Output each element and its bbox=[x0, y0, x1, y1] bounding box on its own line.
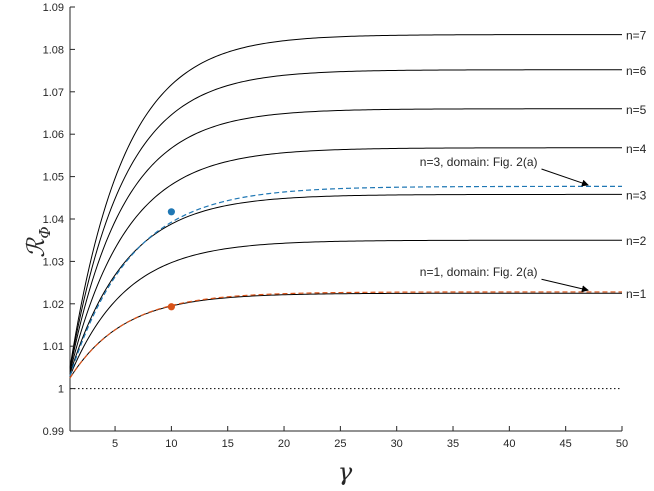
series-n2-label: n=2 bbox=[626, 234, 647, 248]
series-n6-line bbox=[69, 69, 622, 369]
y-tick-label: 1.07 bbox=[43, 87, 64, 99]
series-n2-line bbox=[69, 239, 622, 377]
y-tick-label: 1.02 bbox=[43, 299, 64, 311]
series-n1-label: n=1 bbox=[626, 287, 647, 301]
annotation-2-arrow bbox=[541, 278, 589, 293]
markers bbox=[167, 208, 175, 311]
x-tick-label: 35 bbox=[447, 438, 459, 450]
annotation-2-text: n=1, domain: Fig. 2(a) bbox=[420, 265, 538, 279]
series-n4-label: n=4 bbox=[626, 142, 647, 156]
x-tick-label: 25 bbox=[334, 438, 346, 450]
y-tick-label: 1.04 bbox=[43, 214, 64, 226]
y-tick-label: 0.99 bbox=[43, 426, 64, 438]
x-tick-label: 45 bbox=[560, 438, 572, 450]
y-tick-label: 1.08 bbox=[43, 44, 64, 56]
y-tick-label: 1 bbox=[58, 384, 64, 396]
marker-1 bbox=[167, 208, 175, 216]
x-tick-label: 10 bbox=[165, 438, 177, 450]
x-tick-label: 30 bbox=[391, 438, 403, 450]
x-tick-label: 40 bbox=[503, 438, 515, 450]
x-tick-label: 20 bbox=[278, 438, 290, 450]
y-axis-label: ℛΦ bbox=[22, 226, 54, 257]
curve-labels: n=1 n=2 n=3 n=4 n=5 n=6 n=7 bbox=[626, 29, 647, 302]
series-n7-label: n=7 bbox=[626, 29, 647, 43]
curves bbox=[69, 34, 622, 379]
annotation-1-text: n=3, domain: Fig. 2(a) bbox=[420, 155, 538, 169]
series-n3-line bbox=[69, 193, 622, 374]
y-tick-label: 1.03 bbox=[43, 256, 64, 268]
y-tick-label: 1.06 bbox=[43, 129, 64, 141]
dashed-curves bbox=[69, 185, 622, 379]
marker-2 bbox=[167, 303, 175, 311]
y-tick-label: 1.05 bbox=[43, 172, 64, 184]
series-n1-line bbox=[69, 292, 622, 379]
series-n3-label: n=3 bbox=[626, 188, 647, 202]
x-tick-label: 5 bbox=[112, 438, 118, 450]
dashed-series-1-line bbox=[69, 185, 622, 377]
annotation-1-arrow bbox=[541, 168, 589, 187]
series-n4-line bbox=[69, 147, 622, 372]
y-axis-label-main: ℛ bbox=[22, 237, 50, 258]
series-n5-label: n=5 bbox=[626, 103, 647, 117]
series-n7-line bbox=[69, 34, 622, 368]
annotations: n=3, domain: Fig. 2(a) n=1, domain: Fig. … bbox=[420, 155, 589, 293]
x-axis-label: γ bbox=[338, 458, 353, 486]
y-tick-label: 1.01 bbox=[43, 341, 64, 353]
x-tick-label: 50 bbox=[616, 438, 628, 450]
axes-frame bbox=[69, 7, 622, 432]
series-n6-label: n=6 bbox=[626, 64, 647, 78]
dashed-series-2-line bbox=[69, 291, 622, 379]
y-axis-label-subscript: Φ bbox=[36, 226, 54, 238]
x-tick-label: 15 bbox=[222, 438, 234, 450]
series-n5-line bbox=[69, 108, 622, 370]
y-tick-label: 1.09 bbox=[43, 2, 64, 14]
ticks: 5 10 15 20 25 30 35 40 45 50 0.99 1 1.01 1.02 1.03 1.04… bbox=[43, 2, 629, 450]
